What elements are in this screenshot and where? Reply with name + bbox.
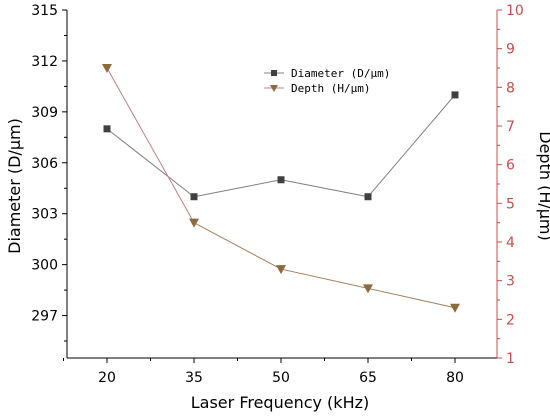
- right-tick-label: 3: [506, 274, 515, 290]
- right-tick-label: 8: [506, 80, 515, 96]
- right-tick-label: 10: [506, 3, 524, 19]
- left-axis: 297 300 303 306 309 312 315: [31, 3, 67, 342]
- right-tick-label: 9: [506, 42, 515, 58]
- depth-data-point: [102, 64, 112, 73]
- x-tick-label: 20: [98, 370, 116, 386]
- diameter-line-segment: [280, 179, 369, 198]
- right-tick-label: 6: [506, 158, 515, 174]
- diameter-data-point: [277, 176, 285, 184]
- legend-depth-marker: [270, 85, 278, 92]
- x-tick-label: 80: [446, 370, 464, 386]
- x-tick-label: 65: [359, 370, 377, 386]
- depth-line-segment: [367, 287, 456, 309]
- depth-data-point: [450, 303, 460, 313]
- depth-line-segment: [106, 67, 195, 223]
- left-tick-label: 303: [31, 207, 58, 223]
- left-tick-label: 297: [31, 309, 58, 325]
- x-axis-title: Laser Frequency (kHz): [191, 393, 369, 412]
- left-tick-label: 315: [31, 3, 58, 19]
- diameter-line-segment: [193, 179, 282, 198]
- diameter-data-point: [364, 193, 372, 201]
- left-tick-label: 306: [31, 156, 58, 172]
- x-axis: 20 35 50 65 80: [63, 358, 464, 386]
- diameter-data-point: [190, 193, 198, 201]
- legend-diameter-label: Diameter (D/μm): [291, 67, 390, 80]
- legend-diameter-marker: [271, 70, 277, 76]
- left-axis-title: Diameter (D/μm): [5, 118, 24, 254]
- depth-data-point: [189, 218, 199, 228]
- left-tick-label: 309: [31, 105, 58, 121]
- x-tick-label: 35: [185, 370, 203, 386]
- diameter-data-point: [103, 125, 111, 133]
- series-layer: [102, 64, 460, 313]
- right-tick-label: 1: [506, 351, 515, 367]
- right-tick-label: 4: [506, 235, 515, 251]
- diameter-line-segment: [367, 94, 456, 198]
- right-axis-title: Depth (H/μm): [536, 131, 550, 241]
- right-tick-label: 2: [506, 312, 515, 328]
- right-tick-label: 7: [506, 119, 515, 135]
- depth-data-point: [363, 284, 373, 294]
- left-tick-label: 312: [31, 54, 58, 70]
- depth-line-segment: [193, 222, 282, 270]
- right-axis: 1 2 3 4 5 6 7 8 9 10: [497, 3, 524, 367]
- diameter-line-segment: [106, 128, 195, 198]
- depth-data-point: [276, 265, 286, 275]
- x-tick-label: 50: [272, 370, 290, 386]
- legend: Diameter (D/μm) Depth (H/μm): [264, 67, 390, 95]
- diameter-data-point: [451, 91, 459, 99]
- plot-frame: [66, 10, 498, 359]
- left-tick-label: 300: [31, 258, 58, 274]
- depth-line-segment: [280, 268, 369, 289]
- right-tick-label: 5: [506, 196, 515, 212]
- legend-depth-label: Depth (H/μm): [291, 82, 370, 95]
